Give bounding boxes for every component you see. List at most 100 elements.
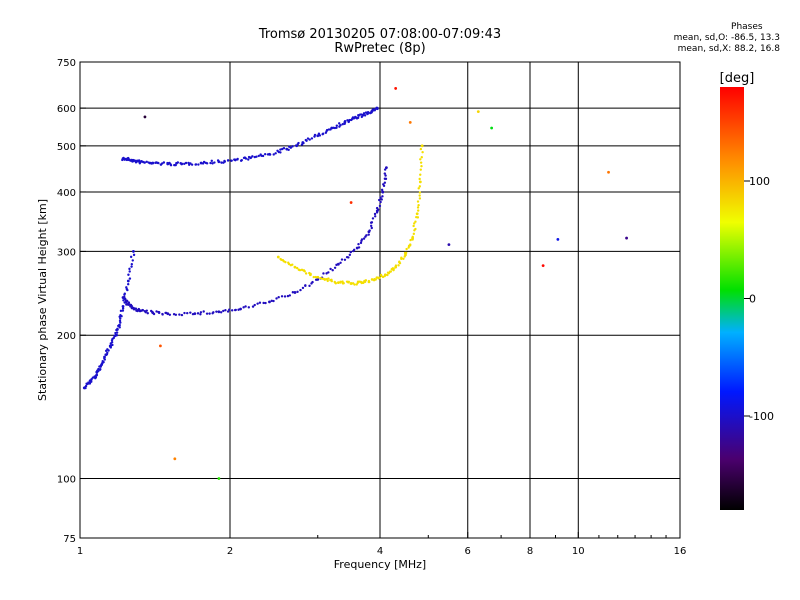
chart-title: Tromsø 20130205 07:08:00-07:09:43 (258, 27, 502, 42)
data-point (196, 312, 200, 315)
data-point (296, 290, 299, 294)
data-point (335, 124, 339, 127)
data-point (155, 310, 158, 313)
data-point (199, 313, 202, 316)
data-point (127, 283, 130, 286)
data-point (128, 277, 132, 280)
data-point (298, 268, 302, 272)
data-point (339, 124, 342, 127)
data-point (173, 457, 177, 461)
data-point (161, 313, 164, 316)
data-point (146, 311, 149, 315)
data-point (183, 162, 186, 166)
data-point (291, 291, 295, 294)
y-tick-label: 200 (57, 331, 76, 342)
data-point (261, 154, 265, 158)
data-point (211, 162, 214, 165)
data-point (97, 369, 100, 373)
data-point (347, 256, 350, 259)
data-point (398, 260, 401, 263)
data-point (127, 301, 131, 304)
data-point (373, 215, 377, 218)
colorbar-unit-label: [deg] (720, 71, 755, 86)
data-point (490, 126, 494, 130)
data-point (291, 263, 294, 266)
data-point (339, 280, 342, 284)
data-point (348, 118, 351, 122)
data-point (127, 158, 131, 162)
x-tick-label: 2 (227, 546, 233, 557)
data-point (374, 278, 377, 281)
data-point (118, 319, 122, 323)
data-point (157, 161, 160, 165)
data-point (121, 158, 124, 162)
data-point (411, 235, 414, 239)
data-point (357, 242, 360, 246)
data-point (303, 270, 306, 273)
data-point (376, 276, 380, 279)
data-point (279, 148, 282, 151)
y-tick-label: 750 (57, 58, 76, 69)
data-point (400, 256, 403, 259)
data-point (414, 227, 417, 231)
data-point (343, 258, 347, 262)
data-point (330, 279, 334, 283)
data-point (219, 311, 223, 314)
data-point (122, 299, 125, 302)
data-point (106, 351, 109, 355)
data-point (84, 386, 87, 390)
data-point (404, 253, 407, 257)
data-point (251, 305, 255, 308)
data-point (383, 273, 387, 277)
data-point (343, 119, 347, 123)
data-point (299, 288, 302, 292)
data-point (143, 161, 146, 164)
data-point (383, 172, 387, 175)
data-point (226, 310, 230, 313)
data-point (279, 151, 282, 154)
data-point (257, 154, 261, 158)
x-axis-label: Frequency [MHz] (334, 558, 426, 571)
data-point (355, 116, 358, 119)
data-point (119, 321, 122, 324)
data-point (418, 177, 421, 181)
data-point (90, 380, 93, 383)
data-point (131, 259, 134, 262)
axis-ticks: 1 2 4 6 8 10 16 75 100 200 300 400 500 600 750 (57, 58, 686, 557)
data-point (244, 157, 248, 160)
data-point (101, 360, 104, 363)
data-point (313, 133, 317, 137)
data-point (375, 106, 379, 110)
data-point (132, 250, 135, 253)
data-point (217, 477, 221, 480)
data-point (130, 265, 133, 268)
data-point (342, 281, 345, 285)
data-point (287, 262, 291, 266)
data-point (205, 312, 209, 315)
data-point (360, 238, 364, 241)
data-point (367, 279, 371, 283)
data-point (168, 313, 172, 317)
data-point (364, 279, 368, 282)
data-point (380, 198, 383, 201)
data-point (174, 163, 177, 167)
data-point (338, 122, 341, 125)
phase-stats-o-mode: mean, sd,O: -86.5, 13.3 (673, 33, 780, 43)
data-point (224, 309, 227, 312)
data-point (341, 123, 344, 126)
data-point (363, 114, 367, 117)
data-point (134, 307, 138, 310)
data-point (143, 115, 147, 119)
data-point (381, 195, 384, 198)
data-point (397, 264, 400, 267)
phase-stats-heading: Phases (731, 22, 763, 32)
data-point (189, 311, 192, 314)
data-point (323, 278, 327, 281)
y-tick-label: 400 (57, 188, 76, 199)
data-point (287, 148, 290, 152)
data-point (326, 279, 329, 283)
data-point (272, 299, 275, 303)
data-point (349, 201, 353, 204)
y-tick-label: 75 (63, 534, 76, 545)
data-point (409, 238, 412, 242)
